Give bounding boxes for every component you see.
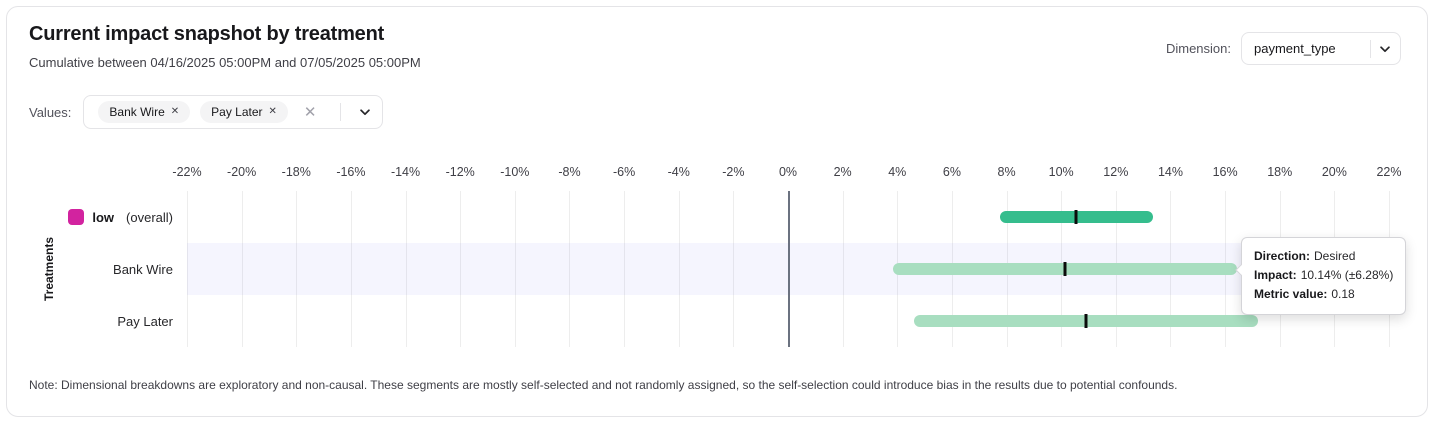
gridline xyxy=(350,191,352,347)
legend-swatch-icon xyxy=(68,209,85,225)
gridline xyxy=(514,191,516,347)
tooltip-impact: Impact: 10.14% (±6.28%) xyxy=(1254,268,1394,283)
filter-chip-bank-wire[interactable]: Bank Wire ✕ xyxy=(98,101,191,123)
date-range-subtitle: Cumulative between 04/16/2025 05:00PM an… xyxy=(29,55,421,70)
page-title: Current impact snapshot by treatment xyxy=(29,23,385,45)
chevron-down-icon[interactable] xyxy=(1378,42,1392,56)
plot-area: low (overall) Bank Wire Pay Later xyxy=(68,191,1390,347)
chip-label: Pay Later xyxy=(211,105,263,119)
y-axis-title: Treatments xyxy=(42,236,56,302)
x-tick-label: 4% xyxy=(888,165,907,179)
dimension-select[interactable]: payment_type xyxy=(1241,32,1401,65)
x-tick-label: 10% xyxy=(1048,165,1074,179)
dimension-label: Dimension: xyxy=(1165,41,1231,56)
values-multiselect[interactable]: Bank Wire ✕ Pay Later ✕ ✕ xyxy=(83,95,383,129)
x-tick-label: 14% xyxy=(1157,165,1183,179)
x-axis-labels: -22% -20% -18% -16% -14% -12% -10% -8% -6% -4% -2%… xyxy=(172,165,1401,181)
x-tick-label: -20% xyxy=(227,165,257,179)
x-tick-label: 22% xyxy=(1376,165,1402,179)
chip-close-icon[interactable]: ✕ xyxy=(268,106,277,117)
x-tick-label: -2% xyxy=(722,165,745,179)
chip-label: Bank Wire xyxy=(109,105,165,119)
clear-all-icon[interactable]: ✕ xyxy=(303,103,317,121)
x-tick-label: -6% xyxy=(612,165,636,179)
gridline xyxy=(187,191,188,347)
gridline xyxy=(569,191,571,347)
impact-tooltip: Direction: Desired Impact: 10.14% (±6.28%)… xyxy=(1235,237,1407,315)
filter-chip-pay-later[interactable]: Pay Later ✕ xyxy=(200,101,288,123)
footnote: Note: Dimensional breakdowns are explora… xyxy=(29,378,1178,392)
x-tick-label: 12% xyxy=(1103,165,1129,179)
x-tick-label: -4% xyxy=(667,165,690,179)
tooltip-direction: Direction: Desired xyxy=(1254,249,1356,263)
x-tick-label: -14% xyxy=(390,165,421,179)
x-tick-label: 8% xyxy=(997,165,1016,179)
select-divider xyxy=(339,103,341,121)
x-tick-label: -18% xyxy=(281,165,311,179)
gridline xyxy=(624,191,626,347)
row-label: low (overall) xyxy=(68,191,173,243)
gridline xyxy=(460,191,462,347)
chevron-down-icon[interactable] xyxy=(358,105,372,119)
chart-row: Pay Later xyxy=(117,295,1389,347)
x-tick-label: 6% xyxy=(942,165,961,179)
gridline xyxy=(678,191,680,347)
row-label: Pay Later xyxy=(117,313,173,329)
values-label: Values: xyxy=(29,104,72,120)
impact-point-marker xyxy=(1074,210,1078,224)
x-tick-label: -22% xyxy=(172,165,202,179)
impact-snapshot-card: Current impact snapshot by treatment Cum… xyxy=(6,6,1428,417)
impact-point-marker xyxy=(1084,314,1088,328)
gridline xyxy=(733,191,735,347)
x-tick-label: -8% xyxy=(558,165,581,179)
tooltip-metric-value: Metric value: 0.18 xyxy=(1254,287,1355,302)
x-tick-label: -16% xyxy=(336,165,366,179)
x-tick-label: 18% xyxy=(1267,165,1293,179)
row-label: Bank Wire xyxy=(113,261,173,277)
values-filter: Values: Bank Wire ✕ Pay Later ✕ ✕ xyxy=(29,95,383,129)
zero-line xyxy=(788,191,790,347)
gridline xyxy=(842,191,844,347)
dimension-control: Dimension: payment_type xyxy=(1166,32,1401,65)
x-tick-label: 16% xyxy=(1212,165,1238,179)
x-tick-label: -10% xyxy=(500,165,530,179)
dimension-select-value: payment_type xyxy=(1254,41,1336,56)
gridline xyxy=(405,191,407,347)
chart-row: low (overall) xyxy=(68,191,1389,243)
select-divider xyxy=(1370,39,1371,58)
x-tick-label: 20% xyxy=(1321,165,1347,179)
x-tick-label: -12% xyxy=(445,165,475,179)
gridline xyxy=(296,191,298,347)
x-tick-label: 2% xyxy=(833,165,852,179)
x-tick-label: 0% xyxy=(778,165,798,179)
impact-point-marker xyxy=(1063,262,1067,276)
chip-close-icon[interactable]: ✕ xyxy=(170,106,180,117)
gridline xyxy=(241,191,243,347)
